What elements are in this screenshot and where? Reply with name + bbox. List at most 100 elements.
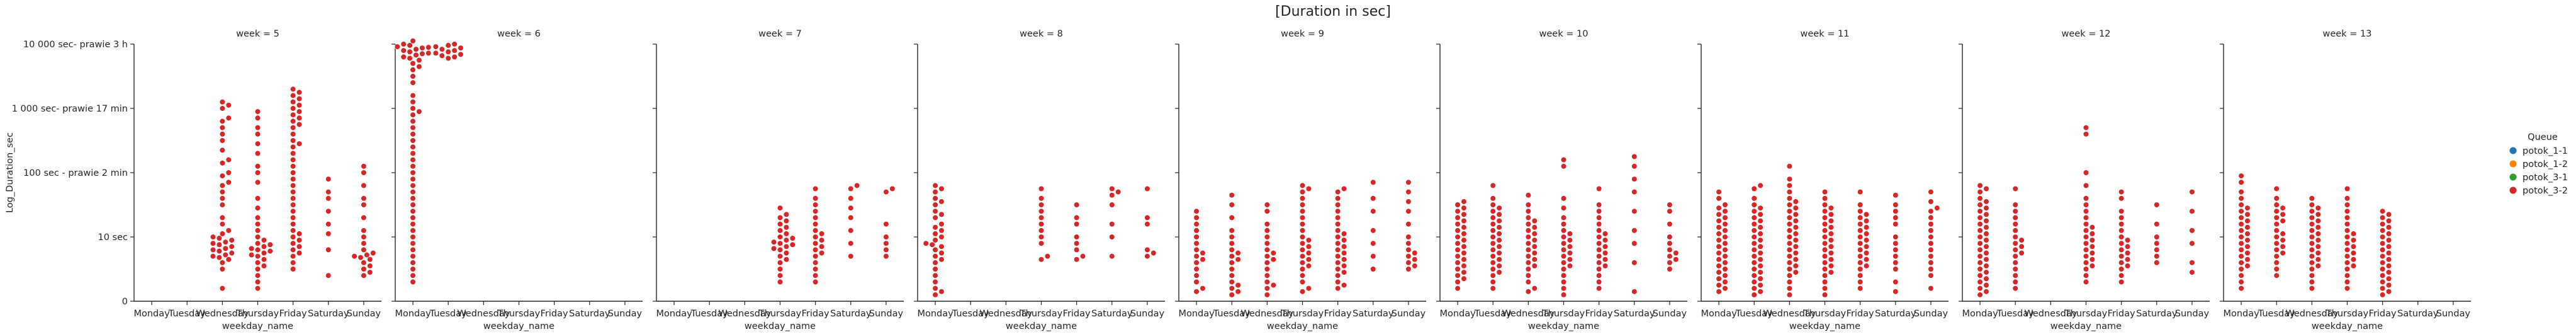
data-point: [451, 41, 458, 47]
data-point: [2118, 253, 2125, 260]
data-point: [254, 279, 261, 285]
data-point: [1977, 208, 1983, 214]
data-point: [225, 227, 232, 234]
data-point: [932, 195, 938, 202]
data-point: [407, 55, 413, 62]
data-point: [2124, 243, 2131, 250]
data-point: [1983, 185, 1989, 192]
data-point: [1038, 185, 1045, 192]
data-point: [2083, 266, 2089, 272]
data-point: [1235, 256, 1241, 263]
data-point: [777, 205, 784, 211]
data-point: [1560, 221, 1567, 227]
data-point: [1857, 272, 1864, 279]
data-point: [1335, 260, 1341, 266]
data-point: [296, 89, 303, 96]
data-point: [370, 250, 376, 256]
data-point: [2118, 279, 2125, 285]
x-tick-label: Thursday: [236, 309, 279, 319]
data-point: [254, 214, 261, 221]
data-point: [410, 260, 416, 266]
data-point: [1229, 272, 1235, 279]
data-point: [1751, 195, 1757, 202]
data-point: [254, 234, 261, 240]
data-point: [1751, 208, 1757, 214]
data-point: [1560, 227, 1567, 234]
data-point: [932, 292, 938, 298]
data-point: [1405, 246, 1412, 253]
data-point: [1863, 231, 1870, 237]
data-point: [1496, 224, 1502, 231]
data-point: [2315, 205, 2321, 211]
data-point: [290, 240, 296, 246]
data-point: [2385, 275, 2392, 282]
data-point: [2244, 231, 2251, 237]
data-point: [2273, 221, 2280, 227]
data-point: [2083, 202, 2089, 208]
data-point: [2280, 243, 2286, 250]
data-point: [1821, 292, 1828, 298]
data-point: [410, 221, 416, 227]
data-point: [1109, 221, 1115, 227]
x-tick-label: Saturday: [1353, 309, 1394, 319]
data-point: [1893, 289, 1899, 295]
data-point: [1299, 221, 1306, 227]
data-point: [290, 157, 296, 163]
data-point: [1751, 292, 1757, 298]
data-point: [351, 253, 357, 260]
data-point: [254, 221, 261, 227]
data-point: [290, 208, 296, 214]
data-point: [1566, 256, 1573, 263]
data-point: [210, 234, 217, 240]
data-point: [1531, 237, 1538, 243]
data-point: [1786, 176, 1792, 182]
data-point: [1229, 266, 1235, 272]
data-point: [222, 251, 228, 258]
data-point: [361, 246, 367, 253]
facet-title-week: week = 5: [236, 29, 279, 39]
data-point: [1038, 195, 1045, 202]
data-point: [1454, 227, 1461, 234]
data-point: [2380, 260, 2386, 266]
data-point: [1722, 272, 1728, 279]
data-point: [2012, 260, 2018, 266]
data-point: [1560, 240, 1567, 246]
data-point: [1667, 202, 1673, 208]
data-point: [1193, 266, 1200, 272]
data-point: [1821, 253, 1828, 260]
data-point: [1893, 253, 1899, 260]
data-point: [1144, 185, 1150, 192]
data-point: [1928, 189, 1934, 195]
data-point: [2309, 234, 2315, 240]
data-point: [1454, 202, 1461, 208]
data-point: [1722, 260, 1728, 266]
data-point: [1667, 234, 1673, 240]
data-point: [1335, 234, 1341, 240]
data-point: [783, 231, 789, 237]
x-axis-title: weekday_name: [2312, 321, 2383, 331]
data-point: [2189, 208, 2195, 214]
data-point: [1983, 275, 1989, 282]
data-point: [1405, 240, 1412, 246]
data-point: [2309, 195, 2315, 202]
data-point: [1193, 214, 1200, 221]
data-point: [1893, 260, 1899, 266]
data-point: [1757, 250, 1763, 256]
data-point: [290, 214, 296, 221]
data-point: [1757, 224, 1763, 231]
data-point: [1299, 227, 1306, 234]
data-point: [2083, 170, 2089, 176]
x-tick-label: Monday: [656, 309, 692, 319]
data-point: [2315, 217, 2321, 224]
data-point: [2018, 237, 2025, 243]
data-point: [2344, 185, 2351, 192]
x-tick-label: Saturday: [1091, 309, 1133, 319]
data-point: [290, 131, 296, 137]
data-point: [1751, 279, 1757, 285]
data-point: [1751, 221, 1757, 227]
data-point: [296, 121, 303, 128]
data-point: [290, 234, 296, 240]
data-point: [938, 250, 945, 256]
data-point: [1596, 285, 1602, 292]
